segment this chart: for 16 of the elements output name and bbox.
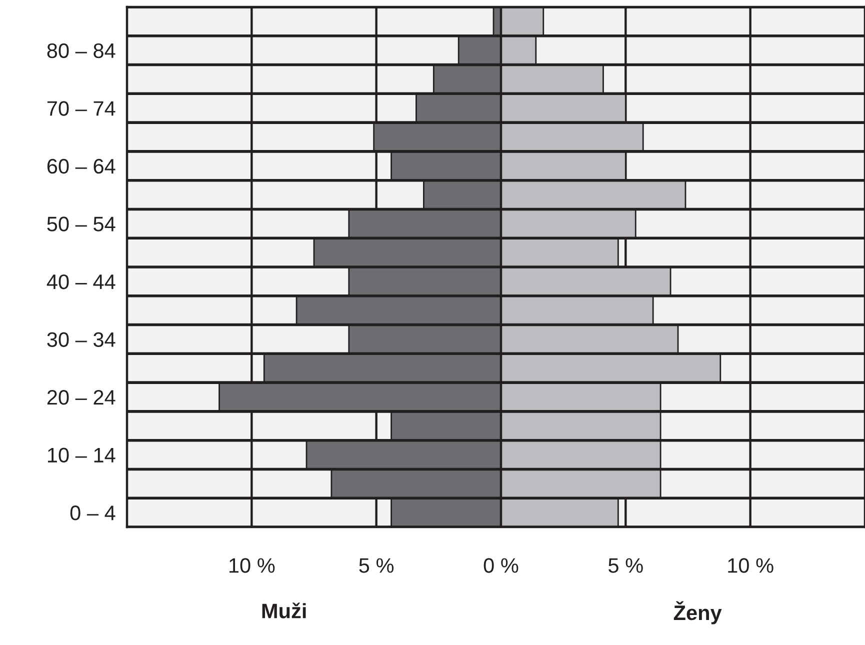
y-tick-label: 50 – 54 xyxy=(47,216,116,232)
x-tick-label: 0 % xyxy=(484,558,518,573)
y-tick-label: 30 – 34 xyxy=(47,332,116,347)
y-tick-label: 60 – 64 xyxy=(47,158,116,174)
y-tick-label: 40 – 44 xyxy=(46,274,116,290)
x-tick-label: 5 % xyxy=(608,558,643,573)
x-tick-label: 10 % xyxy=(230,558,275,573)
y-tick-label: 80 – 84 xyxy=(47,43,116,58)
y-tick-label: 20 – 24 xyxy=(47,390,116,405)
text: Ženy xyxy=(674,601,722,624)
y-tick-label: 10 – 14 xyxy=(48,448,116,463)
x-tick-label: 10 % xyxy=(728,558,774,573)
x-tick-label: 5 % xyxy=(359,558,394,573)
y-tick-label: 0 – 4 xyxy=(70,506,116,520)
y-tick-label: 70 – 74 xyxy=(47,101,116,116)
text: Muži xyxy=(262,602,306,618)
